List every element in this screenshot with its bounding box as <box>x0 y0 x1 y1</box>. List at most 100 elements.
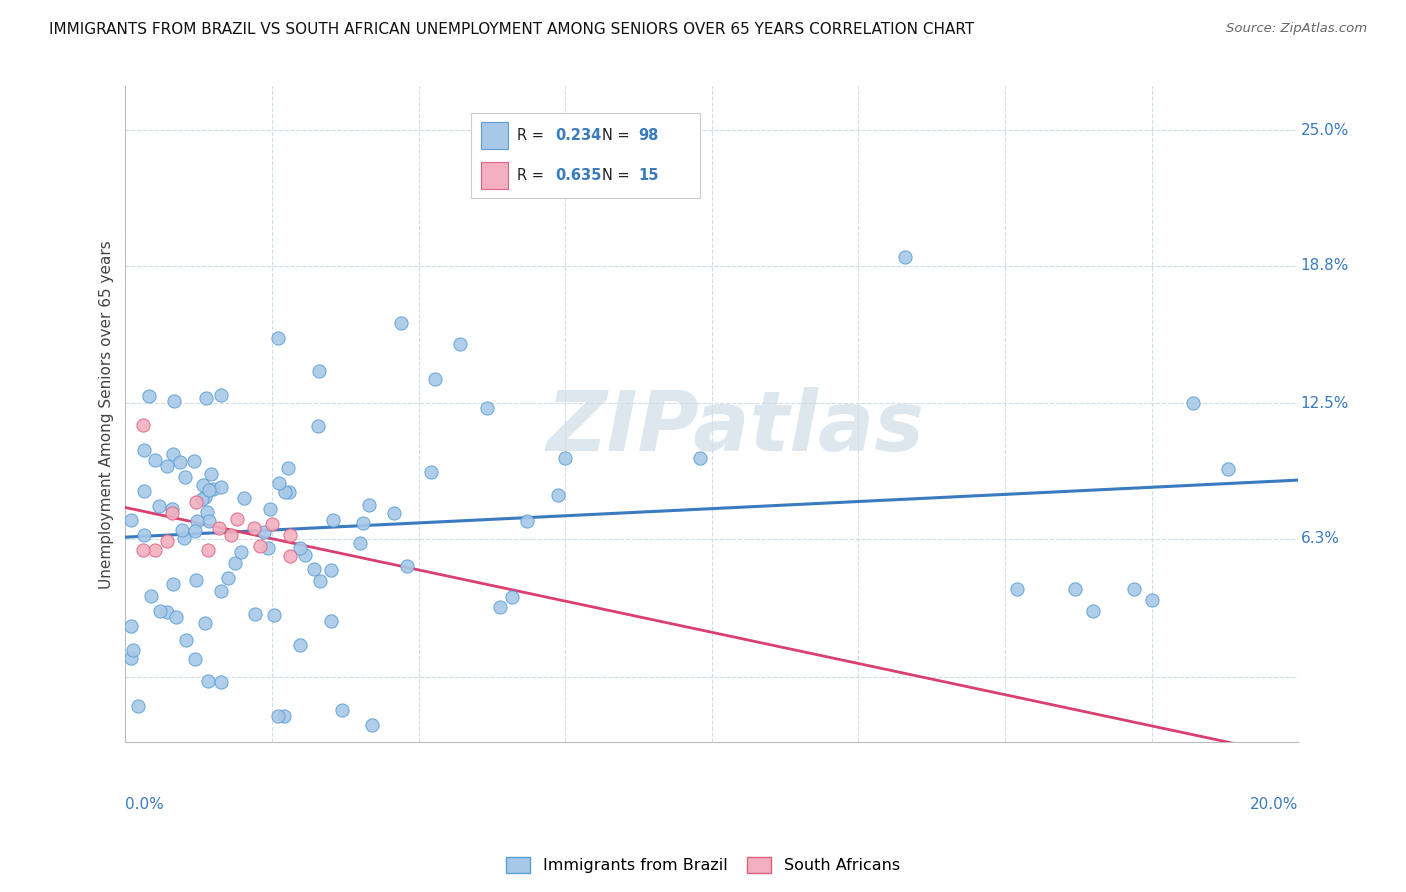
Point <box>208 521 231 535</box>
Point <box>201 483 224 497</box>
Point <box>384 506 406 520</box>
Point <box>219 527 242 541</box>
Point <box>127 699 149 714</box>
Point <box>174 632 197 647</box>
Point <box>516 514 538 528</box>
Point <box>269 475 291 490</box>
Text: 25.0%: 25.0% <box>1301 122 1348 137</box>
Point <box>1005 582 1028 597</box>
Point <box>304 562 326 576</box>
Text: Source: ZipAtlas.com: Source: ZipAtlas.com <box>1226 22 1367 36</box>
Point <box>120 513 142 527</box>
Point <box>186 573 208 587</box>
Point <box>501 590 523 604</box>
Point <box>277 460 299 475</box>
Y-axis label: Unemployment Among Seniors over 65 years: Unemployment Among Seniors over 65 years <box>100 240 114 589</box>
Point <box>194 391 217 405</box>
Point <box>263 607 285 622</box>
Point <box>308 574 330 589</box>
Point <box>183 524 205 539</box>
Point <box>267 709 290 723</box>
Point <box>245 607 267 622</box>
Point <box>307 419 329 434</box>
Point <box>156 458 179 473</box>
Point <box>197 542 219 557</box>
Point <box>319 614 342 628</box>
Point <box>267 331 290 345</box>
Point <box>308 363 330 377</box>
Point <box>138 389 160 403</box>
Point <box>288 541 311 556</box>
Point <box>149 604 172 618</box>
Point <box>165 610 187 624</box>
Point <box>231 545 253 559</box>
Point <box>194 490 217 504</box>
Point <box>554 451 576 466</box>
Point <box>389 316 412 330</box>
Point <box>319 563 342 577</box>
Point <box>169 455 191 469</box>
Point <box>191 491 214 506</box>
Point <box>200 467 222 481</box>
Point <box>174 470 197 484</box>
Point <box>198 514 221 528</box>
Point <box>134 443 156 458</box>
Point <box>259 502 281 516</box>
Point <box>209 674 232 689</box>
Point <box>120 651 142 665</box>
Point <box>209 388 232 402</box>
Point <box>262 516 284 531</box>
Point <box>162 577 184 591</box>
Point <box>274 484 297 499</box>
Point <box>349 536 371 550</box>
Point <box>1123 582 1146 597</box>
Point <box>148 499 170 513</box>
Point <box>143 453 166 467</box>
Text: 0.0%: 0.0% <box>125 797 165 812</box>
Point <box>547 488 569 502</box>
Point <box>253 524 276 539</box>
Point <box>232 491 254 505</box>
Point <box>352 516 374 531</box>
Text: 20.0%: 20.0% <box>1250 797 1298 812</box>
Point <box>209 479 232 493</box>
Point <box>162 447 184 461</box>
Point <box>217 571 239 585</box>
Point <box>357 499 380 513</box>
Point <box>420 466 443 480</box>
Point <box>894 250 917 264</box>
Point <box>162 506 184 520</box>
Point <box>225 512 247 526</box>
Point <box>1216 462 1239 476</box>
Point <box>257 541 280 556</box>
Point <box>332 702 354 716</box>
Point <box>294 549 316 563</box>
Point <box>543 178 565 192</box>
Point <box>249 539 271 553</box>
Point <box>278 484 301 499</box>
Point <box>423 372 446 386</box>
Point <box>184 495 207 509</box>
Point <box>224 556 246 570</box>
Point <box>689 451 711 466</box>
Point <box>396 558 419 573</box>
Text: 18.8%: 18.8% <box>1301 258 1348 273</box>
Point <box>193 478 215 492</box>
Point <box>197 673 219 688</box>
Point <box>173 532 195 546</box>
Point <box>170 523 193 537</box>
Point <box>322 513 344 527</box>
Point <box>1081 604 1104 618</box>
Point <box>475 401 498 416</box>
Point <box>132 528 155 542</box>
Point <box>360 718 382 732</box>
Text: 6.3%: 6.3% <box>1301 532 1340 547</box>
Point <box>183 652 205 666</box>
Point <box>132 484 155 499</box>
Point <box>194 615 217 630</box>
Point <box>143 542 166 557</box>
Legend: Immigrants from Brazil, South Africans: Immigrants from Brazil, South Africans <box>501 850 905 880</box>
Point <box>121 643 143 657</box>
Point <box>132 542 155 557</box>
Point <box>1140 593 1163 607</box>
